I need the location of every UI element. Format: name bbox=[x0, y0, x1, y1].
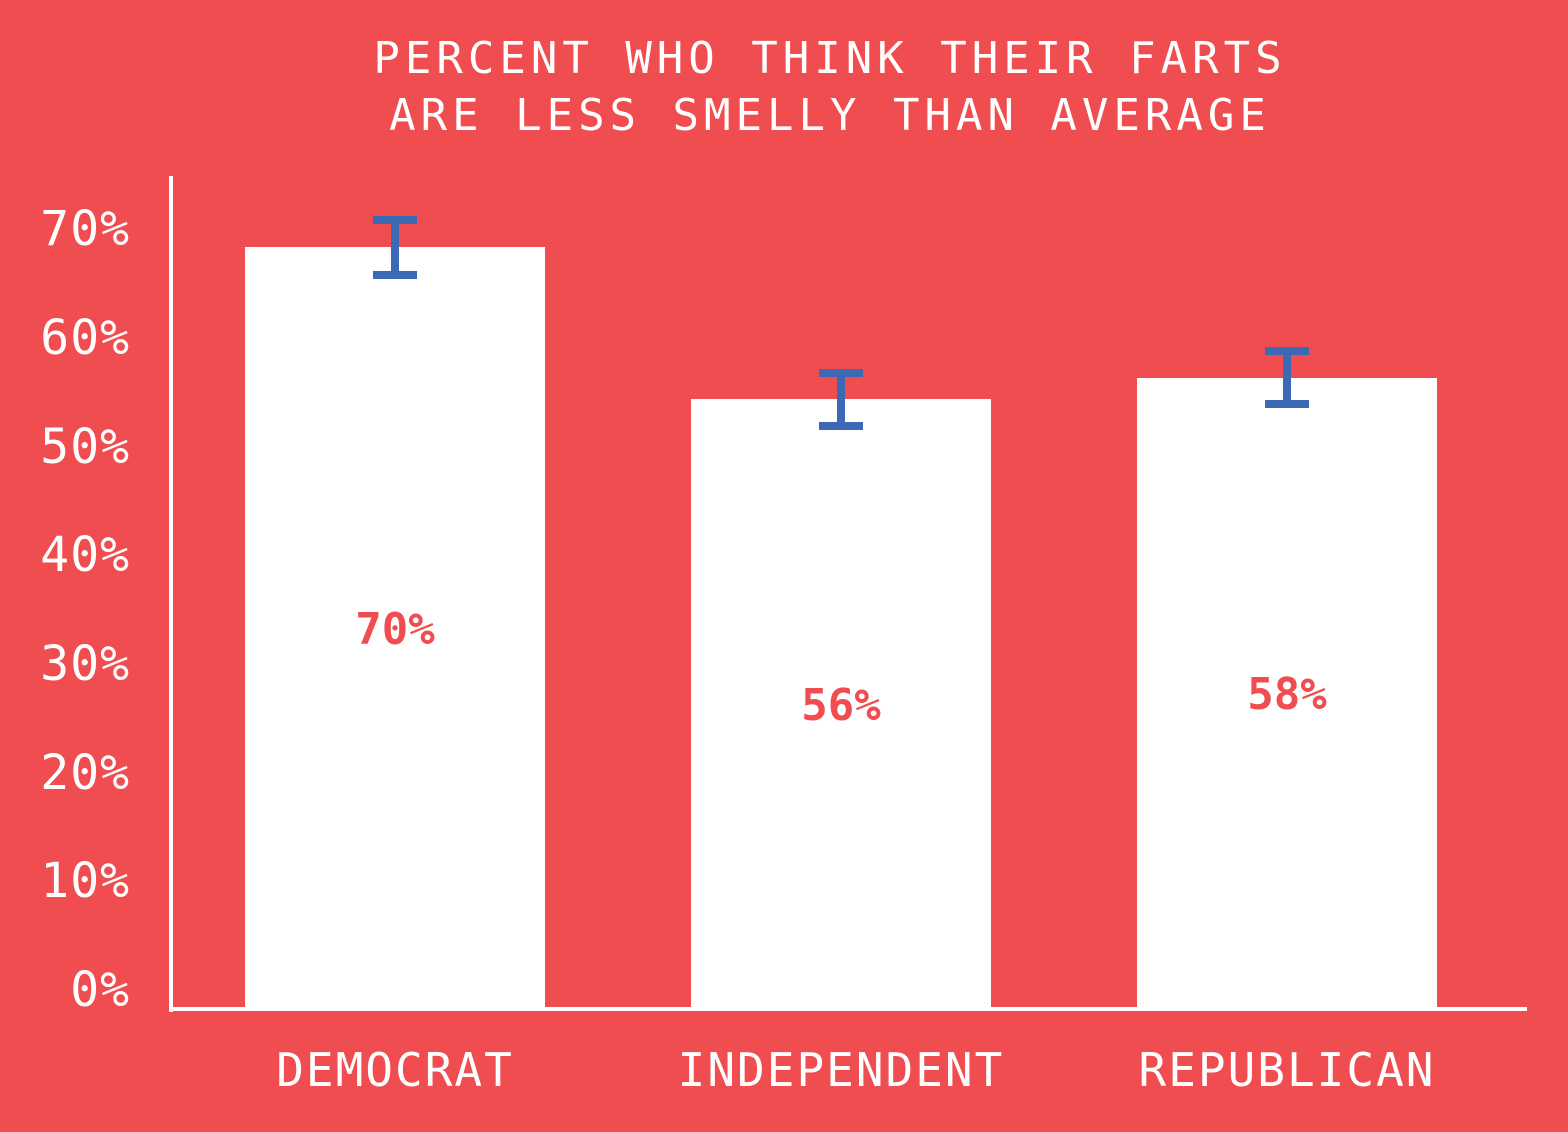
x-category-label-independent: INDEPENDENT bbox=[677, 1043, 1005, 1097]
y-tick-label: 10% bbox=[40, 853, 130, 910]
y-tick-label: 0% bbox=[70, 962, 130, 1018]
y-axis-line bbox=[169, 176, 173, 1012]
bar-democrat bbox=[245, 247, 545, 1010]
y-tick-label: 30% bbox=[40, 635, 130, 692]
y-tick-label: 60% bbox=[40, 309, 130, 366]
y-tick-label: 20% bbox=[40, 744, 130, 801]
bar-value-label: 56% bbox=[801, 679, 881, 731]
error-bar bbox=[819, 368, 863, 430]
bar-value-label: 70% bbox=[355, 603, 435, 655]
y-tick-label: 70% bbox=[40, 201, 130, 258]
y-tick-label: 40% bbox=[40, 527, 130, 584]
chart-title-line-2: ARE LESS SMELLY THAN AVERAGE bbox=[389, 90, 1271, 141]
error-bar-stem bbox=[1283, 347, 1291, 408]
chart-title-line-1: PERCENT WHO THINK THEIR FARTS bbox=[373, 33, 1287, 84]
x-axis-line bbox=[169, 1007, 1527, 1011]
x-category-label-democrat: DEMOCRAT bbox=[276, 1043, 514, 1097]
y-tick-label: 50% bbox=[40, 418, 130, 475]
error-bar bbox=[1265, 347, 1309, 408]
error-bar bbox=[373, 215, 417, 279]
error-bar-stem bbox=[837, 368, 845, 430]
error-bar-stem bbox=[391, 215, 399, 279]
chart-title: PERCENT WHO THINK THEIR FARTS ARE LESS S… bbox=[230, 30, 1430, 144]
bar-value-label: 58% bbox=[1247, 668, 1327, 720]
bar-independent bbox=[691, 399, 991, 1010]
x-category-label-republican: REPUBLICAN bbox=[1138, 1043, 1436, 1097]
bar-republican bbox=[1137, 377, 1437, 1010]
